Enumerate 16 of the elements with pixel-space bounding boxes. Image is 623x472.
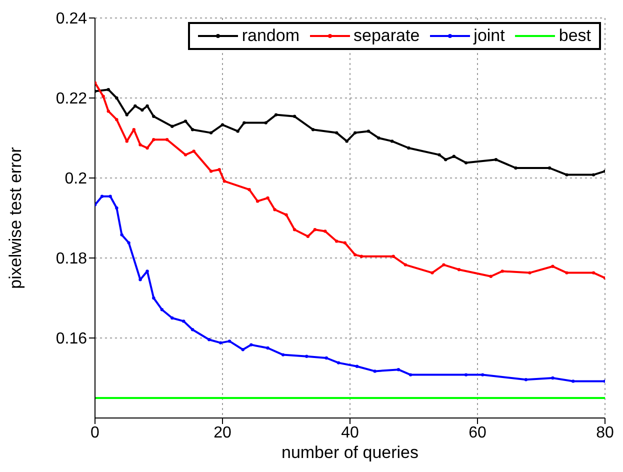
x-axis-title: number of queries xyxy=(281,443,419,462)
x-tick-label: 20 xyxy=(214,424,232,442)
y-tick-label: 0.16 xyxy=(56,330,88,348)
y-tick-label: 0.18 xyxy=(56,250,88,268)
y-tick-label: 0.22 xyxy=(56,90,88,108)
legend-label: separate xyxy=(354,26,420,46)
y-tick-label: 0.2 xyxy=(64,170,88,188)
legend-label: joint xyxy=(474,26,505,46)
legend-label: best xyxy=(558,26,591,46)
y-axis-title: pixelwise test error xyxy=(6,146,26,289)
x-tick-label: 60 xyxy=(468,424,486,442)
legend-label: random xyxy=(242,26,300,46)
x-tick-label: 40 xyxy=(341,424,359,442)
x-tick-label: 80 xyxy=(596,424,614,442)
y-tick-label: 0.24 xyxy=(56,10,88,28)
x-tick-label: 0 xyxy=(90,424,100,442)
